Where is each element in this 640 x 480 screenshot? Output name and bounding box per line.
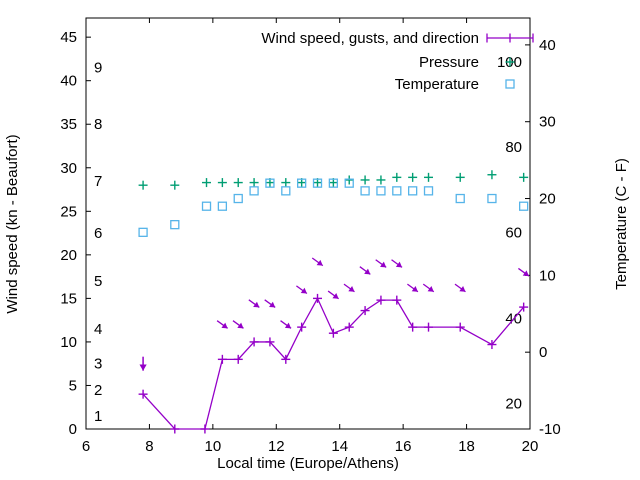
wind-direction-arrow <box>237 322 244 329</box>
temperature-point <box>408 186 418 196</box>
fahrenheit-label-2: 60 <box>505 224 522 241</box>
x-tick-label-2: 10 <box>205 438 222 455</box>
wind-direction-arrow <box>522 270 529 277</box>
temperature-point <box>201 201 212 211</box>
beaufort-label-7: 8 <box>94 116 102 133</box>
beaufort-label-0: 1 <box>94 408 102 425</box>
legend-label-pressure: Pressure <box>419 54 479 71</box>
temperature-point <box>312 178 323 188</box>
x-tick-label-7: 20 <box>522 438 539 455</box>
temperature-point <box>487 193 497 204</box>
temperature-point <box>519 201 529 211</box>
y2-tick-label-2: 10 <box>539 267 556 284</box>
temperature-point <box>297 178 307 188</box>
x-axis-ticks: 6 8 10 12 14 16 18 20 <box>82 18 539 455</box>
x-tick-label-4: 14 <box>331 438 348 455</box>
wind-direction-arrow <box>348 286 355 292</box>
y2-tick-label-5: 40 <box>539 37 556 54</box>
y-axis-ticks: 0 5 10 15 20 25 30 35 40 45 <box>60 29 91 438</box>
y2-axis-ticks: -10 0 10 20 30 40 <box>525 37 561 438</box>
temperature-point <box>423 186 434 196</box>
beaufort-label-8: 9 <box>94 60 102 77</box>
wind-direction-arrow <box>411 286 418 292</box>
plot-border <box>85 17 531 430</box>
temperature-point <box>265 178 275 188</box>
temperature-point <box>376 186 386 196</box>
data-series-layer <box>138 170 530 434</box>
wind-direction-arrow <box>300 287 307 294</box>
y-tick-label-0: 0 <box>69 421 77 438</box>
legend-square-icon <box>505 79 515 89</box>
y2-tick-label-0: -10 <box>539 421 561 438</box>
temperature-point <box>281 186 291 196</box>
legend-label-temperature: Temperature <box>395 76 479 93</box>
x-tick-label-5: 16 <box>395 438 412 455</box>
temperature-point <box>249 186 259 196</box>
wind-direction-arrow <box>427 286 434 292</box>
wind-direction-arrow <box>253 301 260 308</box>
wind-direction-arrow <box>395 261 403 268</box>
wind-direction-arrow <box>139 364 147 371</box>
y-tick-label-8: 40 <box>60 73 77 90</box>
temperature-point <box>392 186 402 196</box>
wind-direction-arrow <box>380 261 387 268</box>
x-tick-label-3: 12 <box>268 438 285 455</box>
fahrenheit-label-0: 20 <box>505 396 522 413</box>
temperature-point <box>344 178 354 188</box>
temperature-point <box>217 201 228 211</box>
y2-tick-label-3: 20 <box>539 191 556 208</box>
beaufort-label-4: 5 <box>94 273 102 290</box>
wind-direction-arrow <box>459 286 466 292</box>
beaufort-label-3: 4 <box>94 321 102 338</box>
temperature-point <box>360 186 370 196</box>
plot-frame <box>85 17 531 430</box>
wind-direction-arrow <box>364 268 371 275</box>
y-tick-label-6: 30 <box>60 160 77 177</box>
temperature-point <box>233 193 243 204</box>
y-tick-label-5: 25 <box>60 203 77 220</box>
y-tick-label-1: 5 <box>69 377 77 394</box>
y-tick-label-9: 45 <box>60 29 77 46</box>
legend: Wind speed, gusts, and direction Pressure… <box>261 30 534 93</box>
beaufort-label-2: 3 <box>94 356 102 373</box>
beaufort-scale-labels: 1 2 3 4 5 6 7 8 9 <box>94 60 102 425</box>
y2-tick-label-4: 30 <box>539 114 556 131</box>
x-tick-label-0: 6 <box>82 438 90 455</box>
y-tick-label-3: 15 <box>60 290 77 307</box>
x-tick-label-1: 8 <box>145 438 153 455</box>
temperature-point <box>328 178 339 188</box>
wind-direction-arrow <box>316 259 323 266</box>
y-tick-label-7: 35 <box>60 116 77 133</box>
x-axis-title: Local time (Europe/Athens) <box>217 455 399 472</box>
wind-direction-arrow <box>284 322 292 329</box>
beaufort-label-5: 6 <box>94 225 102 242</box>
temperature-point <box>455 193 465 204</box>
temperature-point <box>170 220 180 230</box>
y-axis-title: Wind speed (kn - Beaufort) <box>4 134 21 313</box>
x-tick-label-6: 18 <box>458 438 475 455</box>
series-wind <box>138 257 530 434</box>
wind-direction-arrow <box>269 301 276 308</box>
y-tick-label-4: 20 <box>60 247 77 264</box>
wind-direction-arrow <box>332 292 339 299</box>
y2-axis-title: Temperature (C - F) <box>613 158 630 290</box>
temperature-point <box>138 227 148 237</box>
wind-direction-arrow <box>221 322 228 329</box>
y-tick-label-2: 10 <box>60 334 77 351</box>
beaufort-label-6: 7 <box>94 173 102 190</box>
beaufort-label-1: 2 <box>94 382 102 399</box>
series-temperature <box>138 178 529 237</box>
fahrenheit-label-3: 80 <box>505 139 522 156</box>
legend-label-wind: Wind speed, gusts, and direction <box>261 30 479 47</box>
y2-tick-label-1: 0 <box>539 344 547 361</box>
